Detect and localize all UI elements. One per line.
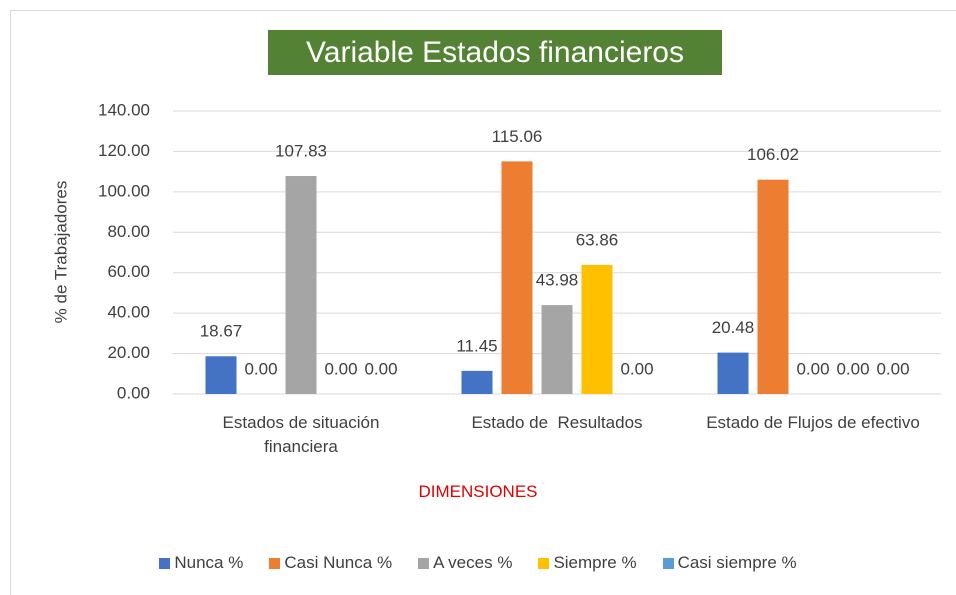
bar bbox=[581, 264, 613, 394]
data-label: 0.00 bbox=[836, 359, 869, 378]
x-tick-label: Estado de Resultados bbox=[471, 413, 643, 432]
legend-label: Siempre % bbox=[553, 553, 637, 572]
legend-swatch bbox=[662, 557, 674, 569]
legend-item: Casi Nunca % bbox=[269, 553, 392, 573]
legend-item: A veces % bbox=[418, 553, 512, 573]
legend-label: Casi siempre % bbox=[677, 553, 797, 572]
data-label: 18.67 bbox=[200, 322, 243, 341]
legend-swatch bbox=[159, 557, 171, 569]
frame bbox=[10, 10, 956, 595]
legend-swatch bbox=[538, 557, 550, 569]
data-label: 115.06 bbox=[492, 127, 543, 146]
legend-swatch bbox=[418, 557, 430, 569]
y-tick-label: 40.00 bbox=[107, 303, 150, 322]
y-tick-label: 20.00 bbox=[107, 343, 150, 362]
legend-swatch bbox=[269, 557, 281, 569]
bar bbox=[461, 370, 493, 394]
y-tick-label: 80.00 bbox=[107, 222, 150, 241]
x-axis-title: DIMENSIONES bbox=[418, 482, 538, 501]
bar bbox=[285, 176, 317, 394]
chart-title: Variable Estados financieros bbox=[268, 30, 722, 75]
data-label: 0.00 bbox=[620, 359, 653, 378]
legend: Nunca % Casi Nunca % A veces % Siempre % Cas… bbox=[0, 553, 956, 573]
data-label: 20.48 bbox=[712, 318, 755, 337]
x-tick-label: Estados de situación financiera bbox=[222, 413, 385, 456]
legend-label: Nunca % bbox=[174, 553, 244, 572]
y-axis-title: % de Trabajadores bbox=[51, 181, 70, 324]
bar bbox=[205, 356, 237, 394]
legend-item: Casi siempre % bbox=[662, 553, 797, 573]
data-label: 0.00 bbox=[324, 359, 357, 378]
data-label: 107.83 bbox=[275, 142, 327, 161]
bar bbox=[757, 179, 789, 394]
data-label: 43.98 bbox=[536, 271, 579, 290]
bar bbox=[541, 305, 573, 394]
legend-item: Nunca % bbox=[159, 553, 243, 573]
legend-label: A veces % bbox=[433, 553, 513, 572]
data-label: 0.00 bbox=[244, 359, 277, 378]
legend-item: Siempre % bbox=[538, 553, 637, 573]
data-label: 0.00 bbox=[796, 359, 829, 378]
legend-label: Casi Nunca % bbox=[284, 553, 393, 572]
data-label: 106.02 bbox=[747, 145, 799, 164]
bar bbox=[717, 352, 749, 394]
y-tick-label: 120.00 bbox=[98, 141, 150, 160]
x-tick-label: Estado de Flujos de efectivo bbox=[706, 413, 920, 432]
data-label: 63.86 bbox=[576, 230, 619, 249]
data-label: 0.00 bbox=[876, 359, 909, 378]
y-tick-label: 60.00 bbox=[107, 262, 150, 281]
y-tick-label: 100.00 bbox=[98, 181, 150, 200]
y-tick-label: 140.00 bbox=[98, 100, 150, 119]
data-label: 11.45 bbox=[456, 336, 497, 355]
data-label: 0.00 bbox=[364, 359, 397, 378]
bar bbox=[501, 161, 533, 394]
y-tick-label: 0.00 bbox=[117, 383, 150, 402]
